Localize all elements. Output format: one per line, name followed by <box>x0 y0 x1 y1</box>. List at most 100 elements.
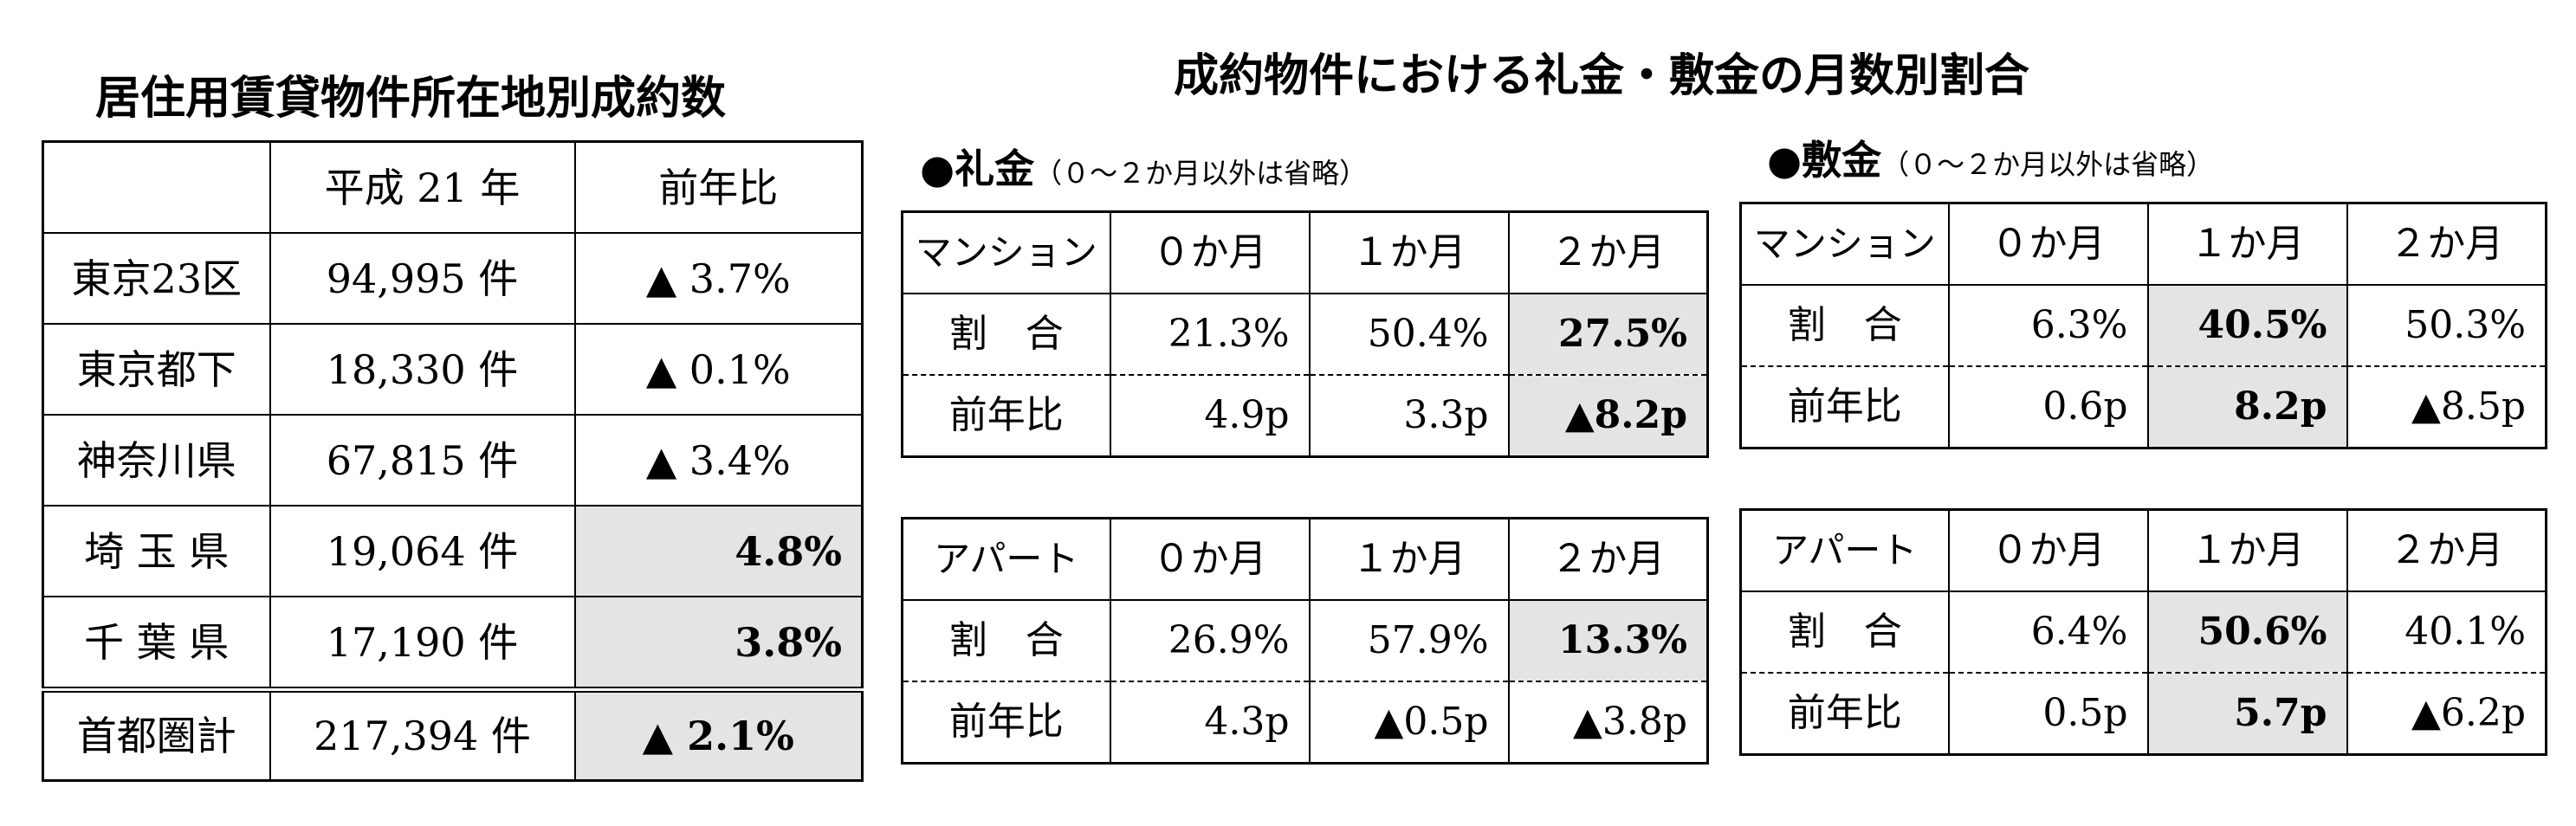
ratio-value: 21.3% <box>1109 293 1311 376</box>
ratio-value: 40.1% <box>2346 590 2547 674</box>
row-label: 前年比 <box>901 681 1111 765</box>
month-header: １か月 <box>1308 210 1510 294</box>
total-count: 217,394 件 <box>269 687 576 782</box>
contract-count: 19,064 件 <box>269 505 576 597</box>
contract-count: 17,190 件 <box>269 596 576 691</box>
yoy-row: 前年比 4.3p ▲0.5p ▲3.8p <box>901 681 1709 765</box>
reikin-note: （０～２か月以外は省略） <box>1034 157 1368 190</box>
month-header: ２か月 <box>2346 508 2547 592</box>
month-header: ０か月 <box>1947 508 2149 592</box>
yoy-value: 3.3p <box>1308 374 1510 458</box>
yoy-value: 4.3p <box>1109 681 1311 765</box>
reikin-subheading: ●礼金（０～２か月以外は省略） <box>920 149 1367 189</box>
table-row: 神奈川県 67,815 件 ▲ 3.4% <box>42 414 864 507</box>
month-header: ２か月 <box>1507 210 1709 294</box>
header-year: 平成 21 年 <box>269 140 576 234</box>
area-name: 東京23区 <box>42 232 271 325</box>
ratio-value-highlight: 13.3% <box>1507 599 1709 682</box>
ratio-row: 割 合 6.3% 40.5% 50.3% <box>1739 284 2547 367</box>
row-label: 割 合 <box>1739 590 1950 674</box>
shikikin-note: （０～２か月以外は省略） <box>1881 148 2215 181</box>
area-name: 神奈川県 <box>42 414 271 507</box>
yoy-value: ▲0.5p <box>1308 681 1510 765</box>
month-header: ０か月 <box>1109 517 1311 601</box>
row-label: 前年比 <box>1739 672 1950 756</box>
ratio-row: 割 合 21.3% 50.4% 27.5% <box>901 293 1709 376</box>
bullet-icon: ● <box>1767 137 1803 184</box>
location-contracts-table: 平成 21 年 前年比 東京23区 94,995 件 ▲ 3.7% 東京都下 1… <box>42 140 864 782</box>
area-name: 千 葉 県 <box>42 596 271 691</box>
location-table-title: 居住用賃貸物件所在地別成約数 <box>95 73 727 125</box>
yoy-value-highlight: 3.8% <box>573 596 864 691</box>
row-label: 割 合 <box>1739 284 1950 367</box>
contract-count: 67,815 件 <box>269 414 576 507</box>
area-name: 埼 玉 県 <box>42 505 271 597</box>
ratio-value: 26.9% <box>1109 599 1311 682</box>
reikin-mansion-table: マンション ０か月 １か月 ２か月 割 合 21.3% 50.4% 27.5% … <box>901 210 1709 458</box>
yoy-value: 4.9p <box>1109 374 1311 458</box>
reikin-label: 礼金 <box>955 145 1035 192</box>
yoy-value: ▲8.5p <box>2346 365 2547 449</box>
yoy-value: ▲3.8p <box>1507 681 1709 765</box>
ratio-value: 50.3% <box>2346 284 2547 367</box>
property-type: アパート <box>1739 508 1950 592</box>
ratio-value: 50.4% <box>1308 293 1510 376</box>
shikikin-mansion-table: マンション ０か月 １か月 ２か月 割 合 6.3% 40.5% 50.3% 前… <box>1739 202 2547 449</box>
property-type: アパート <box>901 517 1111 601</box>
yoy-row: 前年比 4.9p 3.3p ▲8.2p <box>901 374 1709 458</box>
month-header: ０か月 <box>1947 202 2149 286</box>
header-blank <box>42 140 271 234</box>
contract-count: 18,330 件 <box>269 323 576 416</box>
yoy-row: 前年比 0.6p 8.2p ▲8.5p <box>1739 365 2547 449</box>
yoy-value: 0.6p <box>1947 365 2149 449</box>
total-row: 首都圏計 217,394 件 ▲ 2.1% <box>42 687 864 782</box>
yoy-value: ▲ 3.4% <box>573 414 864 507</box>
row-label: 割 合 <box>901 599 1111 682</box>
yoy-value: ▲ 3.7% <box>573 232 864 325</box>
month-header: ２か月 <box>1507 517 1709 601</box>
main-title: 成約物件における礼金・敷金の月数別割合 <box>1174 50 2030 102</box>
ratio-value-highlight: 50.6% <box>2146 590 2348 674</box>
table-row: 千 葉 県 17,190 件 3.8% <box>42 596 864 691</box>
bullet-icon: ● <box>920 145 955 192</box>
area-name: 東京都下 <box>42 323 271 416</box>
total-area-name: 首都圏計 <box>42 687 271 782</box>
table-header-row: マンション ０か月 １か月 ２か月 <box>901 210 1709 294</box>
yoy-value: ▲ 0.1% <box>573 323 864 416</box>
ratio-value: 6.4% <box>1947 590 2149 674</box>
yoy-value-highlight: 4.8% <box>573 505 864 597</box>
yoy-value-highlight: 5.7p <box>2146 672 2348 756</box>
yoy-value-highlight: ▲8.2p <box>1507 374 1709 458</box>
table-header-row: 平成 21 年 前年比 <box>42 140 864 234</box>
ratio-row: 割 合 26.9% 57.9% 13.3% <box>901 599 1709 682</box>
ratio-value: 6.3% <box>1947 284 2149 367</box>
table-row: 東京23区 94,995 件 ▲ 3.7% <box>42 232 864 325</box>
ratio-value-highlight: 40.5% <box>2146 284 2348 367</box>
ratio-row: 割 合 6.4% 50.6% 40.1% <box>1739 590 2547 674</box>
month-header: ２か月 <box>2346 202 2547 286</box>
table-header-row: マンション ０か月 １か月 ２か月 <box>1739 202 2547 286</box>
month-header: ０か月 <box>1109 210 1311 294</box>
row-label: 前年比 <box>901 374 1111 458</box>
month-header: １か月 <box>2146 508 2348 592</box>
yoy-row: 前年比 0.5p 5.7p ▲6.2p <box>1739 672 2547 756</box>
shikikin-label: 敷金 <box>1802 137 1882 184</box>
shikikin-subheading: ●敷金（０～２か月以外は省略） <box>1767 140 2214 180</box>
reikin-apart-table: アパート ０か月 １か月 ２か月 割 合 26.9% 57.9% 13.3% 前… <box>901 517 1709 765</box>
table-header-row: アパート ０か月 １か月 ２か月 <box>901 517 1709 601</box>
yoy-value: ▲6.2p <box>2346 672 2547 756</box>
ratio-value: 57.9% <box>1308 599 1510 682</box>
row-label: 前年比 <box>1739 365 1950 449</box>
shikikin-apart-table: アパート ０か月 １か月 ２か月 割 合 6.4% 50.6% 40.1% 前年… <box>1739 508 2547 756</box>
ratio-value-highlight: 27.5% <box>1507 293 1709 376</box>
yoy-value: 0.5p <box>1947 672 2149 756</box>
table-header-row: アパート ０か月 １か月 ２か月 <box>1739 508 2547 592</box>
month-header: １か月 <box>1308 517 1510 601</box>
table-row: 埼 玉 県 19,064 件 4.8% <box>42 505 864 597</box>
yoy-value-highlight: 8.2p <box>2146 365 2348 449</box>
month-header: １か月 <box>2146 202 2348 286</box>
header-yoy: 前年比 <box>573 140 864 234</box>
contract-count: 94,995 件 <box>269 232 576 325</box>
property-type: マンション <box>901 210 1111 294</box>
table-row: 東京都下 18,330 件 ▲ 0.1% <box>42 323 864 416</box>
